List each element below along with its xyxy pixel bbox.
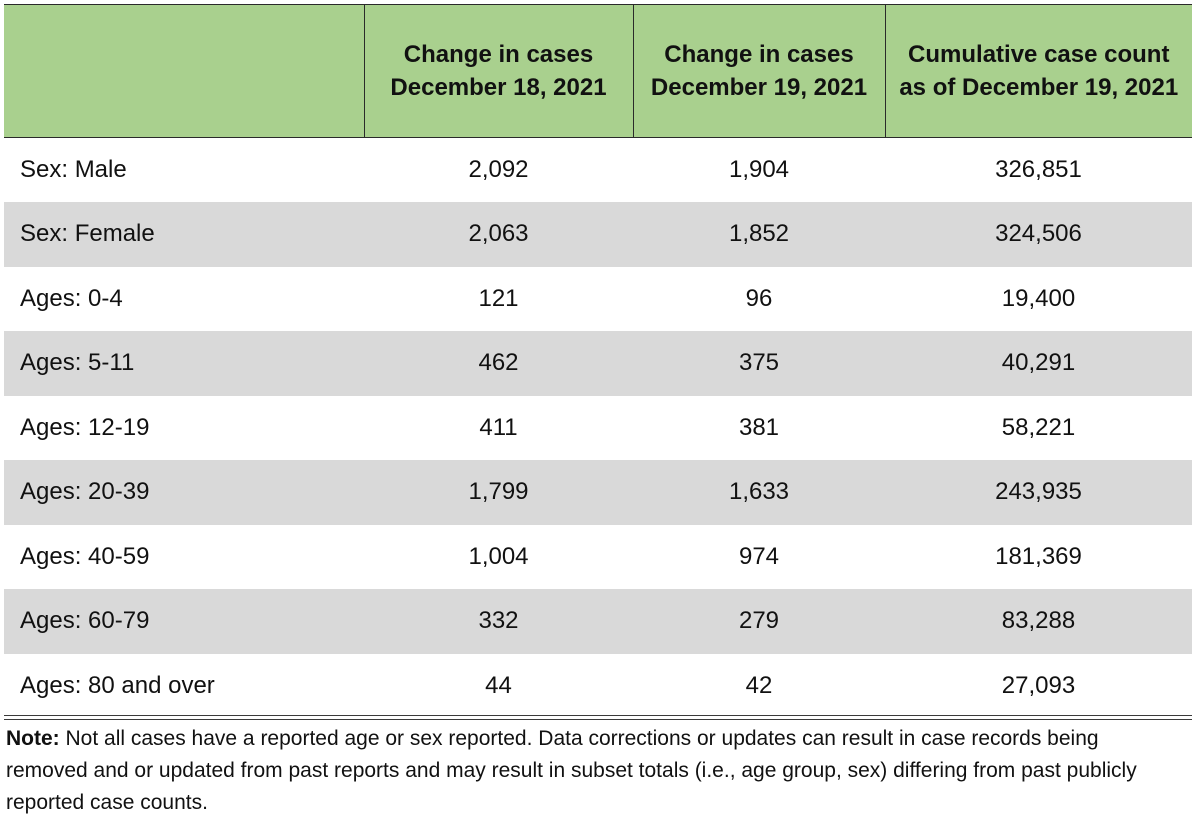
cell-change-dec-18: 1,799 [364, 460, 633, 525]
cell-change-dec-19: 42 [633, 653, 885, 718]
row-label: Sex: Male [4, 137, 364, 202]
table-row: Sex: Male 2,092 1,904 326,851 [4, 137, 1192, 202]
cell-change-dec-19: 974 [633, 524, 885, 589]
row-label: Ages: 40-59 [4, 524, 364, 589]
table-bottom-rule [4, 715, 1192, 716]
cell-change-dec-19: 96 [633, 266, 885, 331]
row-label: Sex: Female [4, 202, 364, 267]
cell-cumulative: 243,935 [885, 460, 1192, 525]
cell-cumulative: 324,506 [885, 202, 1192, 267]
row-label: Ages: 5-11 [4, 331, 364, 396]
note-text: Not all cases have a reported age or sex… [6, 727, 1137, 814]
cell-change-dec-19: 1,904 [633, 137, 885, 202]
cell-change-dec-19: 279 [633, 589, 885, 654]
row-label: Ages: 80 and over [4, 653, 364, 718]
table-row: Ages: 40-59 1,004 974 181,369 [4, 524, 1192, 589]
cell-change-dec-18: 1,004 [364, 524, 633, 589]
cell-cumulative: 27,093 [885, 653, 1192, 718]
header-category [4, 4, 364, 138]
cell-change-dec-19: 1,633 [633, 460, 885, 525]
footnote: Note: Not all cases have a reported age … [6, 723, 1186, 819]
cell-change-dec-18: 332 [364, 589, 633, 654]
header-cumulative: Cumulative case count as of December 19,… [884, 4, 1192, 138]
table-row: Sex: Female 2,063 1,852 324,506 [4, 202, 1192, 267]
cell-cumulative: 19,400 [885, 266, 1192, 331]
cell-cumulative: 326,851 [885, 137, 1192, 202]
table-row: Ages: 5-11 462 375 40,291 [4, 331, 1192, 396]
table-row: Ages: 20-39 1,799 1,633 243,935 [4, 460, 1192, 525]
table-header: Change in cases December 18, 2021 Change… [4, 4, 1192, 138]
row-label: Ages: 0-4 [4, 266, 364, 331]
table-body: Sex: Male 2,092 1,904 326,851 Sex: Femal… [4, 137, 1192, 718]
cell-change-dec-18: 121 [364, 266, 633, 331]
cell-cumulative: 40,291 [885, 331, 1192, 396]
table-bottom-rule-double [4, 719, 1192, 720]
cell-change-dec-18: 2,092 [364, 137, 633, 202]
cell-cumulative: 83,288 [885, 589, 1192, 654]
header-change-dec-18: Change in cases December 18, 2021 [363, 4, 633, 138]
cell-change-dec-19: 381 [633, 395, 885, 460]
row-label: Ages: 60-79 [4, 589, 364, 654]
table-row: Ages: 60-79 332 279 83,288 [4, 589, 1192, 654]
header-change-dec-19: Change in cases December 19, 2021 [632, 4, 885, 138]
cell-cumulative: 181,369 [885, 524, 1192, 589]
row-label: Ages: 20-39 [4, 460, 364, 525]
cell-change-dec-19: 375 [633, 331, 885, 396]
row-label: Ages: 12-19 [4, 395, 364, 460]
cell-cumulative: 58,221 [885, 395, 1192, 460]
table-row: Ages: 12-19 411 381 58,221 [4, 395, 1192, 460]
cell-change-dec-18: 44 [364, 653, 633, 718]
table-row: Ages: 80 and over 44 42 27,093 [4, 653, 1192, 718]
note-label: Note: [6, 727, 60, 750]
header-row: Change in cases December 18, 2021 Change… [4, 4, 1192, 138]
cell-change-dec-19: 1,852 [633, 202, 885, 267]
cell-change-dec-18: 411 [364, 395, 633, 460]
table-row: Ages: 0-4 121 96 19,400 [4, 266, 1192, 331]
case-count-table: Change in cases December 18, 2021 Change… [4, 4, 1192, 718]
cell-change-dec-18: 462 [364, 331, 633, 396]
cell-change-dec-18: 2,063 [364, 202, 633, 267]
